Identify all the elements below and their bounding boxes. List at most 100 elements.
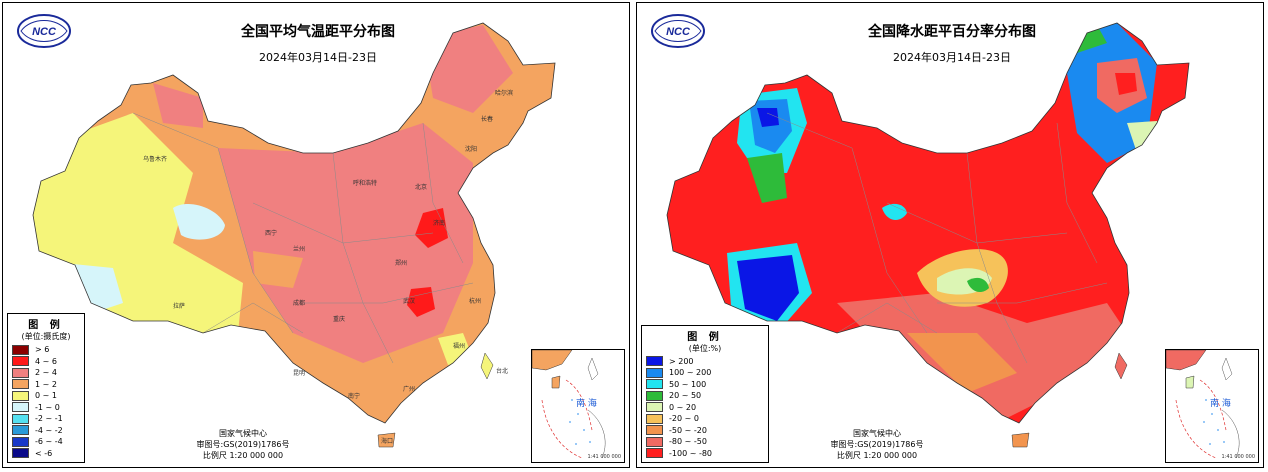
city-label-haikou: 海口 bbox=[381, 437, 393, 445]
region-precip-20-50-central bbox=[967, 277, 989, 293]
temperature-legend: 图 例 (单位:摄氏度) > 6 4 ~ 6 2 ~ 4 1 ~ 2 0 ~ 1… bbox=[7, 313, 85, 463]
map-title: 全国降水距平百分率分布图 bbox=[868, 24, 1036, 40]
legend-swatch bbox=[12, 436, 29, 447]
inset-map bbox=[1166, 350, 1240, 459]
map-credits: 国家气候中心 审图号:GS(2019)1786号 比例尺 1:20 000 00… bbox=[163, 428, 323, 461]
city-label-lhasa: 拉萨 bbox=[173, 302, 185, 310]
legend-swatch bbox=[12, 390, 29, 401]
region-precip-minus100-minus80-northeast bbox=[1115, 73, 1137, 95]
city-label-chengdu: 成都 bbox=[293, 299, 305, 307]
city-label-nanning: 南宁 bbox=[348, 392, 360, 400]
hainan-island bbox=[377, 432, 396, 448]
inset-scale: 1:41 000 000 bbox=[1221, 454, 1256, 460]
credits-scale: 比例尺 1:20 000 000 bbox=[202, 451, 284, 460]
legend-item: 1 ~ 2 bbox=[12, 379, 80, 391]
region-precip-minus50-minus20-southwest bbox=[907, 333, 1017, 393]
legend-item: -6 ~ -4 bbox=[12, 436, 80, 448]
credits-review-number: 审图号:GS(2019)1786号 bbox=[830, 440, 924, 449]
province-boundaries bbox=[766, 112, 1108, 364]
south-china-sea-inset: 南 海 1:41 000 000 bbox=[1165, 349, 1259, 463]
legend-item: -80 ~ -50 bbox=[646, 436, 764, 448]
legend-swatch bbox=[646, 356, 663, 367]
legend-swatch bbox=[646, 436, 663, 447]
map-title: 全国平均气温距平分布图 bbox=[241, 24, 395, 40]
city-label-wuhan: 武汉 bbox=[403, 297, 415, 305]
legend-item: -100 ~ -80 bbox=[646, 448, 764, 460]
legend-item: 0 ~ 1 bbox=[12, 390, 80, 402]
city-label-taipei: 台北 bbox=[496, 367, 508, 375]
city-label-xining: 西宁 bbox=[265, 229, 277, 237]
legend-swatch bbox=[646, 367, 663, 378]
legend-swatch bbox=[12, 448, 29, 459]
precipitation-anomaly-map bbox=[666, 22, 1190, 448]
legend-unit: (单位:%) bbox=[688, 343, 722, 353]
legend-swatch bbox=[12, 344, 29, 355]
city-label-fuzhou: 福州 bbox=[453, 342, 465, 350]
legend-item: -50 ~ -20 bbox=[646, 425, 764, 437]
legend-swatch bbox=[12, 379, 29, 390]
inset-scale: 1:41 000 000 bbox=[587, 454, 622, 460]
map-date: 2024年03月14日-23日 bbox=[259, 51, 377, 64]
inset-label: 南 海 bbox=[1210, 399, 1231, 409]
precipitation-legend: 图 例 (单位:%) > 200 100 ~ 200 50 ~ 100 20 ~… bbox=[641, 324, 769, 463]
city-label-hangzhou: 杭州 bbox=[469, 297, 481, 305]
taiwan-island bbox=[1114, 352, 1128, 380]
city-label-beijing: 北京 bbox=[415, 183, 427, 191]
legend-item: 4 ~ 6 bbox=[12, 356, 80, 368]
city-label-changchun: 长春 bbox=[481, 115, 493, 123]
precipitation-anomaly-map-panel: NCC 全国降水距平百分率分布图 2024年03月14日-23日 图 例 (单位… bbox=[636, 2, 1264, 468]
city-labels: 乌鲁木齐 拉萨 西宁 兰州 呼和浩特 北京 沈阳 长春 哈尔滨 济南 郑州 武汉… bbox=[143, 89, 513, 445]
legend-item: -2 ~ -1 bbox=[12, 413, 80, 425]
city-label-lanzhou: 兰州 bbox=[293, 245, 305, 253]
credits-org: 国家气候中心 bbox=[219, 429, 267, 438]
legend-item: 50 ~ 100 bbox=[646, 379, 764, 391]
legend-swatch bbox=[12, 356, 29, 367]
svg-text:NCC: NCC bbox=[666, 26, 691, 38]
credits-org: 国家气候中心 bbox=[853, 429, 901, 438]
city-label-kunming: 昆明 bbox=[293, 370, 305, 377]
legend-title: 图 例 bbox=[28, 320, 64, 331]
region-precip-50-100-hexi bbox=[882, 203, 907, 220]
legend-swatch bbox=[12, 425, 29, 436]
legend-item: -4 ~ -2 bbox=[12, 425, 80, 437]
legend-item: > 6 bbox=[12, 344, 80, 356]
city-label-harbin: 哈尔滨 bbox=[495, 89, 513, 97]
city-label-hohhot: 呼和浩特 bbox=[353, 179, 377, 187]
legend-swatch bbox=[646, 448, 663, 459]
credits-scale: 比例尺 1:20 000 000 bbox=[836, 451, 918, 460]
city-label-chongqing: 重庆 bbox=[333, 315, 345, 323]
map-date: 2024年03月14日-23日 bbox=[893, 51, 1011, 64]
temperature-anomaly-map-panel: 乌鲁木齐 拉萨 西宁 兰州 呼和浩特 北京 沈阳 长春 哈尔滨 济南 郑州 武汉… bbox=[2, 2, 630, 468]
inset-label: 南 海 bbox=[576, 399, 597, 409]
legend-swatch bbox=[646, 425, 663, 436]
region-temp-4-6-north-china bbox=[415, 208, 448, 248]
region-temp-minus1-0-basin bbox=[173, 204, 225, 240]
legend-item: -20 ~ 0 bbox=[646, 413, 764, 425]
region-precip-100-200-south-border bbox=[887, 371, 917, 413]
inset-map bbox=[532, 350, 606, 459]
temperature-anomaly-map: 乌鲁木齐 拉萨 西宁 兰州 呼和浩特 北京 沈阳 长春 哈尔滨 济南 郑州 武汉… bbox=[32, 22, 556, 448]
region-precip-over-200-north-xinjiang bbox=[757, 108, 779, 127]
region-temp-2-4-north-xinjiang bbox=[153, 83, 203, 128]
province-boundaries bbox=[132, 112, 474, 364]
legend-swatch bbox=[646, 390, 663, 401]
legend-swatch bbox=[12, 367, 29, 378]
legend-item: > 200 bbox=[646, 356, 764, 368]
credits-review-number: 审图号:GS(2019)1786号 bbox=[196, 440, 290, 449]
hainan-island bbox=[1011, 432, 1030, 448]
city-label-urumqi: 乌鲁木齐 bbox=[143, 155, 167, 163]
ncc-logo: NCC bbox=[651, 14, 705, 48]
region-temp-4-6-central-china bbox=[407, 287, 435, 317]
legend-item: < -6 bbox=[12, 448, 80, 460]
region-precip-over-200-tibet bbox=[737, 255, 799, 321]
legend-unit: (单位:摄氏度) bbox=[21, 332, 71, 341]
legend-swatch bbox=[12, 402, 29, 413]
city-label-zhengzhou: 郑州 bbox=[395, 259, 407, 267]
legend-item: 0 ~ 20 bbox=[646, 402, 764, 414]
legend-item: 20 ~ 50 bbox=[646, 390, 764, 402]
legend-item: -1 ~ 0 bbox=[12, 402, 80, 414]
legend-title: 图 例 bbox=[687, 331, 723, 343]
south-china-sea-inset: 南 海 1:41 000 000 bbox=[531, 349, 625, 463]
legend-swatch bbox=[12, 413, 29, 424]
legend-item: 2 ~ 4 bbox=[12, 367, 80, 379]
